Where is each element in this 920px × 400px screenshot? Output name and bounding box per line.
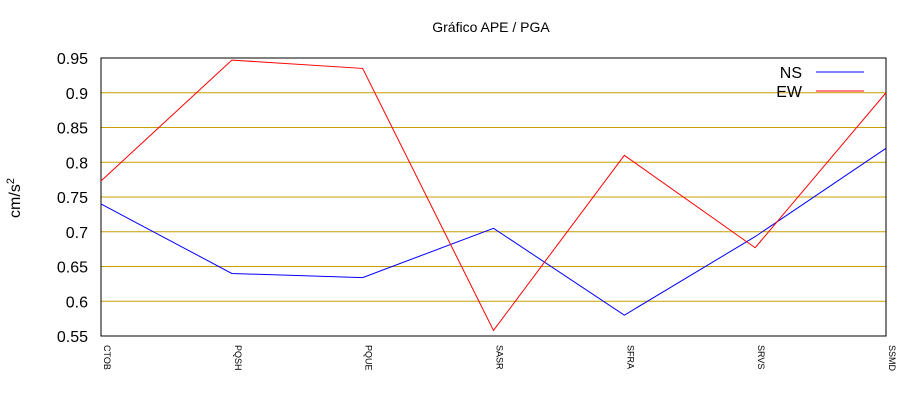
x-tick-label: SASR (495, 345, 505, 370)
series-lines (100, 59, 887, 332)
x-tick-label: SSMD (887, 345, 897, 372)
y-tick-label: 0.8 (66, 155, 88, 172)
plot-frame (100, 57, 887, 337)
x-tick-label: SFRA (625, 345, 635, 369)
chart-title: Gráfico APE / PGA (432, 19, 550, 35)
y-axis-label-superscript: 2 (5, 178, 17, 184)
y-tick-label: 0.6 (66, 294, 88, 311)
y-tick-label: 0.65 (57, 260, 88, 277)
legend-label: EW (776, 84, 803, 101)
legend-label: NS (780, 65, 802, 82)
series-line-ew (100, 59, 887, 332)
y-tick-label: 0.95 (57, 51, 88, 68)
y-tick-label: 0.9 (66, 86, 88, 103)
y-tick-labels: 0.55 0.6 0.65 0.7 0.75 0.8 0.85 0.9 0.95 (57, 51, 88, 346)
y-tick-label: 0.55 (57, 329, 88, 346)
grid-lines (101, 57, 886, 337)
x-tick-label: SRVS (756, 345, 766, 369)
y-tick-label: 0.85 (57, 121, 88, 138)
y-axis-label: cm/s2 (5, 178, 24, 218)
x-tick-label: CTOB (102, 345, 112, 370)
legend: NS EW (776, 65, 864, 101)
series-line-ns (100, 147, 887, 316)
x-tick-label: PQUE (364, 345, 374, 371)
x-tick-labels: CTOB PQSH PQUE SASR SFRA SRVS SSMD (102, 345, 897, 372)
y-tick-label: 0.7 (66, 225, 88, 242)
x-tick-label: PQSH (233, 345, 243, 371)
y-tick-label: 0.75 (57, 190, 88, 207)
